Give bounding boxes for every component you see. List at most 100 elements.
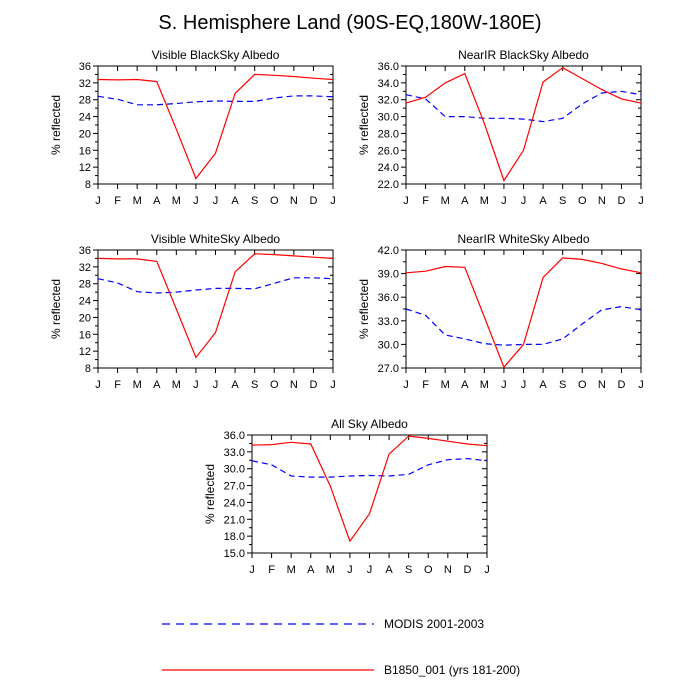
x-tick-label: J (347, 564, 353, 576)
y-tick-label: 20 (79, 128, 91, 140)
y-tick-label: 42.0 (378, 245, 399, 257)
x-tick-label: O (424, 564, 433, 576)
x-tick-label: J (521, 379, 527, 391)
y-tick-label: 18.0 (224, 531, 245, 543)
plot-frame (251, 434, 488, 554)
x-tick-label: M (133, 195, 142, 207)
y-tick-label: 30.0 (378, 112, 399, 124)
series-line-model (97, 73, 334, 180)
x-tick-label: J (95, 379, 101, 391)
series-line-modis (97, 95, 334, 106)
x-tick-label: M (441, 379, 450, 391)
x-tick-label: F (422, 195, 429, 207)
panels-layer: Visible BlackSky Albedo 8 12 16 20 24 28 32 36 J F… (49, 48, 644, 576)
x-tick-label: F (114, 379, 121, 391)
y-tick-label: 8 (85, 363, 91, 375)
y-tick-label: 16 (79, 145, 91, 157)
x-tick-label: D (309, 195, 317, 207)
y-tick-label: 36.0 (378, 61, 399, 73)
x-tick-label: O (270, 379, 279, 391)
x-tick-label: J (638, 195, 644, 207)
panel-title: NearIR BlackSky Albedo (458, 48, 589, 62)
x-tick-label: F (422, 379, 429, 391)
x-tick-label: N (598, 195, 606, 207)
x-tick-label: N (598, 379, 606, 391)
series-line-modis (405, 305, 642, 346)
y-tick-label: 33.0 (224, 447, 245, 459)
series-line-modis (97, 277, 334, 294)
y-tick-label: 27.0 (224, 481, 245, 493)
x-tick-label: A (461, 195, 469, 207)
y-tick-label: 32 (79, 78, 91, 90)
x-tick-label: A (231, 195, 239, 207)
y-tick-label: 12 (79, 162, 91, 174)
y-axis-title: % reflected (49, 279, 63, 339)
y-tick-label: 32.0 (378, 95, 399, 107)
y-axis-title: % reflected (357, 279, 371, 339)
y-tick-label: 16 (79, 329, 91, 341)
y-tick-label: 8 (85, 179, 91, 191)
y-tick-label: 30.0 (378, 339, 399, 351)
y-tick-label: 27.0 (378, 363, 399, 375)
series-line-model (97, 253, 334, 359)
x-tick-label: O (578, 379, 587, 391)
x-tick-label: D (617, 379, 625, 391)
y-tick-label: 30.0 (224, 464, 245, 476)
x-tick-label: M (480, 379, 489, 391)
y-axis-title: % reflected (49, 95, 63, 155)
x-tick-label: O (578, 195, 587, 207)
legend-model-label: B1850_001 (yrs 181-200) (384, 663, 520, 677)
figure-title: S. Hemisphere Land (90S-EQ,180W-180E) (158, 12, 541, 34)
x-tick-label: J (501, 379, 507, 391)
y-tick-label: 24.0 (224, 497, 245, 509)
y-axis-title: % reflected (203, 464, 217, 524)
x-tick-label: S (251, 195, 258, 207)
x-tick-label: N (444, 564, 452, 576)
x-tick-label: S (559, 195, 566, 207)
x-tick-label: J (501, 195, 507, 207)
x-tick-label: A (153, 195, 161, 207)
x-tick-label: J (403, 195, 409, 207)
x-tick-label: M (326, 564, 335, 576)
panel-4: NearIR WhiteSky Albedo 27.0 30.0 33.0 36.0 39… (357, 232, 644, 391)
panel-1: Visible BlackSky Albedo 8 12 16 20 24 28 32 36 J F… (49, 48, 336, 207)
x-tick-label: S (251, 379, 258, 391)
x-tick-label: J (403, 379, 409, 391)
y-tick-label: 33.0 (378, 316, 399, 328)
x-tick-label: S (559, 379, 566, 391)
x-tick-label: A (231, 379, 239, 391)
y-tick-label: 21.0 (224, 514, 245, 526)
series-line-modis (251, 457, 488, 478)
x-tick-label: A (461, 379, 469, 391)
x-tick-label: M (133, 379, 142, 391)
y-tick-label: 36.0 (378, 292, 399, 304)
y-tick-label: 36 (79, 61, 91, 73)
legend: MODIS 2001-2003 B1850_001 (yrs 181-200) (162, 617, 520, 677)
x-tick-label: D (617, 195, 625, 207)
x-tick-label: N (290, 195, 298, 207)
x-tick-label: M (480, 195, 489, 207)
x-tick-label: S (405, 564, 412, 576)
x-tick-label: J (484, 564, 490, 576)
plot-frame (405, 65, 642, 185)
y-tick-label: 26.0 (378, 145, 399, 157)
y-tick-label: 22.0 (378, 179, 399, 191)
x-tick-label: M (287, 564, 296, 576)
panel-2: NearIR BlackSky Albedo 22.0 24.0 26.0 28.0 30… (357, 48, 644, 207)
panel-5: All Sky Albedo 15.0 18.0 21.0 24.0 27.0 30.0 33… (203, 417, 490, 576)
x-tick-label: A (153, 379, 161, 391)
x-tick-label: J (249, 564, 255, 576)
x-tick-label: A (307, 564, 315, 576)
y-tick-label: 20 (79, 312, 91, 324)
panel-title: NearIR WhiteSky Albedo (457, 232, 589, 246)
y-tick-label: 24 (79, 112, 91, 124)
series-line-model (251, 435, 488, 543)
series-line-model (405, 257, 642, 369)
y-axis-title: % reflected (357, 95, 371, 155)
y-tick-label: 39.0 (378, 269, 399, 281)
y-tick-label: 28 (79, 279, 91, 291)
x-tick-label: N (290, 379, 298, 391)
x-tick-label: O (270, 195, 279, 207)
x-tick-label: J (213, 379, 219, 391)
x-tick-label: J (521, 195, 527, 207)
